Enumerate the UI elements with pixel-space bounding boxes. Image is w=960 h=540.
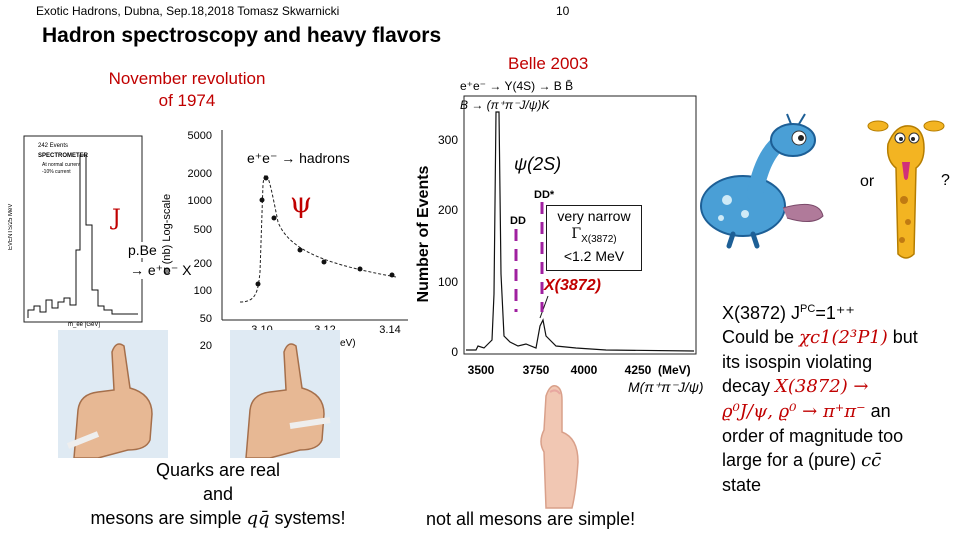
rho-math: ϱ⁰J/ψ, ϱ⁰ → π⁺π⁻ (722, 401, 866, 422)
belle-xtick-3750: 3750 (523, 363, 550, 377)
page-number: 10 (556, 4, 570, 18)
ytick-2000: 2000 (188, 168, 212, 180)
jpc-value: =1⁺⁺ (815, 303, 855, 323)
psi-symbol: ψ (290, 186, 312, 219)
pbe-label: p.Be (126, 242, 159, 258)
narrow-width-annotation: very narrow ΓX(3872) <1.2 MeV (546, 205, 642, 271)
ytick-5000: 5000 (188, 130, 212, 142)
could-be-line: Could be χc1(2³P1) but (722, 325, 954, 350)
november-revolution-label: November revolution of 1974 (92, 68, 282, 112)
annotation-line3: <1.2 MeV (563, 247, 625, 264)
large-text: large for a (pure) (722, 450, 862, 470)
ytick-200: 200 (194, 258, 212, 270)
large-line: large for a (pure) cc̄ (722, 448, 954, 473)
mesons-text: mesons are simple (90, 508, 247, 528)
decay-line: decay X(3872) → (722, 374, 954, 399)
ytick-50: 50 (200, 313, 212, 325)
belle-xtick-4000: 4000 (571, 363, 598, 377)
gamma-symbol: Γ (571, 226, 582, 242)
quarks-line3: mesons are simple qq̄ systems! (58, 506, 378, 531)
belle-xtick-4250: 4250 (625, 363, 652, 377)
decay-text: decay (722, 376, 776, 396)
jpsi-legend-events: 242 Events (38, 143, 68, 149)
belle-ytick-0: 0 (451, 345, 458, 359)
belle-ytick-100: 100 (438, 275, 458, 289)
but-text: but (887, 327, 918, 347)
quarks-line1: Quarks are real (155, 460, 281, 480)
qqbar-symbol: qq̄ (246, 508, 270, 529)
or-label: or (860, 173, 875, 190)
belle-x3872-plot: e⁺e⁻ → Y(4S) → B B̄ B → (π⁺π⁻J/ψ)K Numbe… (415, 79, 704, 394)
psi-resonance-curve (239, 174, 397, 303)
ccbar-symbol: cc̄ (861, 450, 882, 471)
thumbs-up-image-right (230, 330, 340, 458)
state-line: state (722, 475, 762, 495)
belle-reaction-line1: e⁺e⁻ → Y(4S) → B B̄ (460, 79, 573, 93)
pointing-finger-image (540, 384, 579, 509)
isospin-line: its isospin violating (722, 352, 873, 372)
jpc-prefix: X(3872) J (722, 303, 801, 323)
j-label: J (112, 206, 121, 231)
quarks-line2: and (202, 484, 234, 504)
jpsi-histogram (27, 154, 138, 318)
x3872-info-text: X(3872) JPC=1⁺⁺ Could be χc1(2³P1) but i… (722, 297, 954, 497)
gamma-subscript: X(3872) (581, 233, 617, 245)
blue-creature-image (700, 113, 824, 249)
jpc-line: X(3872) JPC=1⁺⁺ (722, 297, 954, 325)
belle-2003-label: Belle 2003 (508, 54, 589, 73)
xtick-314: 3.14 (379, 324, 400, 336)
order-line: order of magnitude too (722, 426, 904, 446)
jpsi-plot-frame (23, 135, 143, 323)
belle-ytick-200: 200 (438, 203, 458, 217)
belle-dd-label: DD (510, 215, 526, 227)
jpsi-legend-spect: SPECTROMETER (38, 153, 89, 159)
belle-xunit: (MeV) (658, 363, 691, 377)
rho-line: ϱ⁰J/ψ, ϱ⁰ → π⁺π⁻ an (722, 399, 954, 424)
thumbs-up-image-left (58, 330, 168, 458)
x3872-arrow (539, 295, 549, 319)
belle-xtick-3500: 3500 (468, 363, 495, 377)
belle-ylabel: Number of Events (415, 165, 432, 302)
slide-header: Exotic Hadrons, Dubna, Sep.18,2018 Tomas… (36, 4, 340, 18)
decay-math: X(3872) → (775, 376, 869, 397)
jpsi-xaxis-label: m_ee [GeV] (68, 322, 100, 328)
annotation-line2: ΓX(3872) (547, 225, 641, 248)
an-text: an (865, 401, 891, 421)
chi-c1-symbol: χc1(2³P1) (799, 327, 888, 348)
systems-text: systems! (269, 508, 346, 528)
nov-line2: of 1974 (158, 91, 216, 110)
quarks-caption: Quarks are real and mesons are simple qq… (58, 458, 378, 531)
psi-reaction-label: e⁺e⁻ → hadrons (247, 150, 350, 166)
belle-xlabel: M(π⁺π⁻J/ψ) (628, 379, 704, 394)
belle-ytick-300: 300 (438, 133, 458, 147)
jpsi-yaxis-label: EVENTS/25 MeV (8, 204, 14, 250)
belle-histogram (466, 111, 695, 352)
jpsi-legend-b: -10% current (42, 169, 71, 175)
slide-title: Hadron spectroscopy and heavy flavors (42, 24, 442, 47)
could-be-text: Could be (722, 327, 800, 347)
psi-ylabel: σ (nb) Log-scale (161, 194, 173, 274)
jpsi-discovery-plot: EVENTS/25 MeV 242 Events SPECTROMETER At… (8, 135, 143, 328)
ytick-500: 500 (194, 224, 212, 236)
giraffe-image (867, 120, 945, 259)
psi-data-points (255, 175, 395, 287)
belle-plot-frame (463, 95, 697, 355)
belle-x3872-label: X(3872) (543, 277, 601, 294)
ytick-20: 20 (200, 340, 212, 350)
belle-reaction-line2: B → (π⁺π⁻J/ψ)K (460, 98, 550, 112)
jpsi-legend-a: At normal current (42, 162, 81, 168)
ytick-100: 100 (194, 285, 212, 297)
belle-psi2s-label: ψ(2S) (514, 154, 561, 174)
question-mark: ? (941, 172, 950, 189)
jpc-superscript: PC (800, 303, 816, 315)
annotation-line1: very narrow (557, 208, 631, 224)
belle-ddstar-label: DD* (534, 189, 555, 201)
pbe-reaction: → e⁺e⁻ X (128, 262, 194, 279)
not-all-mesons-caption: not all mesons are simple! (426, 509, 636, 529)
ytick-1000: 1000 (188, 195, 212, 207)
nov-line1: November revolution (108, 69, 266, 88)
